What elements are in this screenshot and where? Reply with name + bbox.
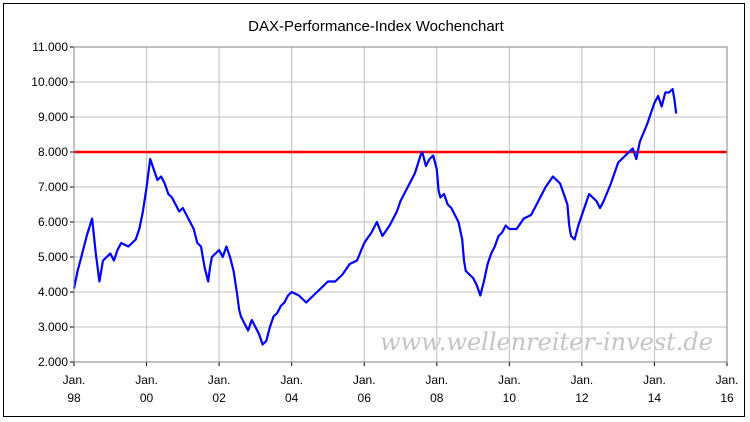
- y-tick-label: 9.000: [38, 110, 68, 124]
- x-tick-label-year: 98: [67, 391, 81, 405]
- x-tick-label-year: 08: [430, 391, 444, 405]
- x-tick-label-month: Jan.: [208, 373, 231, 387]
- x-tick-label-year: 14: [648, 391, 662, 405]
- y-tick-label: 8.000: [38, 145, 68, 159]
- x-tick-label-month: Jan.: [498, 373, 521, 387]
- watermark: www.wellenreiter-invest.de: [380, 328, 713, 356]
- x-tick-label-month: Jan.: [63, 373, 86, 387]
- chart-title: DAX-Performance-Index Wochenchart: [248, 18, 504, 35]
- y-tick-label: 5.000: [38, 250, 68, 264]
- y-tick-label: 10.000: [31, 75, 68, 89]
- x-tick-label-year: 12: [575, 391, 589, 405]
- x-tick-label-year: 16: [720, 391, 734, 405]
- x-tick-label-month: Jan.: [571, 373, 594, 387]
- x-tick-label-month: Jan.: [135, 373, 158, 387]
- y-tick-label: 6.000: [38, 215, 68, 229]
- x-tick-label-month: Jan.: [643, 373, 666, 387]
- y-axis-tick-labels: 2.000 3.000 4.000 5.000 6.000 7.000 8.000 9.000…: [31, 40, 68, 369]
- y-tick-label: 7.000: [38, 180, 68, 194]
- x-tick-label-year: 04: [285, 391, 299, 405]
- y-tick-label: 11.000: [32, 40, 68, 54]
- x-tick-label-year: 10: [503, 391, 517, 405]
- y-tick-label: 4.000: [38, 285, 68, 299]
- x-tick-label-year: 02: [212, 391, 226, 405]
- plot-area-border: [73, 46, 728, 363]
- y-tick-label: 2.000: [38, 355, 68, 369]
- x-tick-label-year: 00: [140, 391, 154, 405]
- dax-weekly-chart: DAX-Performance-Index Wochenchart 2.000 3…: [31, 18, 739, 405]
- dax-series-line: [72, 87, 678, 346]
- x-axis-tick-labels: Jan. 98 Jan. 00 Jan. 02 Jan. 04 Jan. 06 Jan. 08 Jan.…: [63, 373, 739, 405]
- y-tick-label: 3.000: [38, 320, 68, 334]
- x-tick-label-month: Jan.: [425, 373, 448, 387]
- x-tick-label-month: Jan.: [353, 373, 376, 387]
- x-tick-label-month: Jan.: [280, 373, 303, 387]
- chart-frame: DAX-Performance-Index Wochenchart 2.000 3…: [3, 3, 745, 417]
- x-tick-label-month: Jan.: [716, 373, 739, 387]
- x-tick-label-year: 06: [358, 391, 372, 405]
